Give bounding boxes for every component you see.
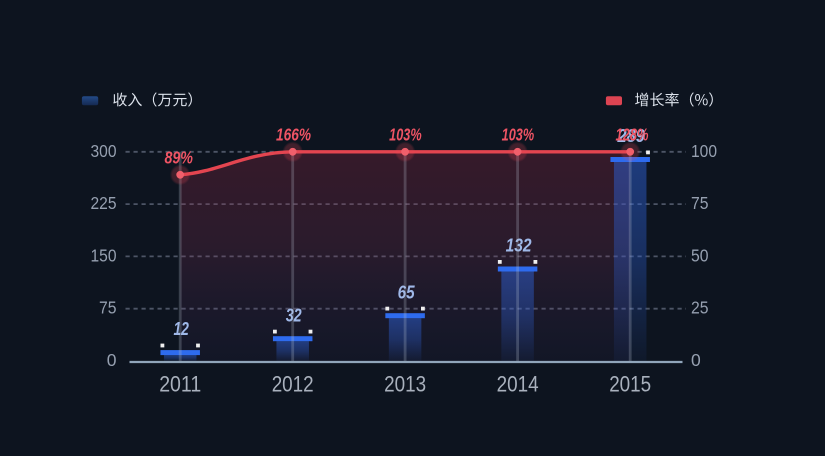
svg-text:25: 25: [691, 298, 709, 318]
svg-text:50: 50: [691, 245, 709, 265]
svg-text:2012: 2012: [272, 371, 314, 396]
svg-text:2011: 2011: [159, 371, 201, 396]
svg-text:32: 32: [286, 305, 302, 325]
svg-text:166%: 166%: [276, 124, 311, 144]
svg-text:150: 150: [91, 245, 117, 265]
svg-text:65: 65: [398, 282, 416, 302]
svg-text:2014: 2014: [497, 371, 539, 396]
svg-text:100: 100: [691, 141, 717, 161]
svg-text:0: 0: [691, 350, 701, 370]
svg-text:132: 132: [506, 236, 532, 256]
svg-text:75: 75: [691, 193, 709, 213]
svg-text:300: 300: [91, 141, 117, 161]
svg-text:0: 0: [107, 350, 117, 370]
svg-text:103%: 103%: [389, 124, 422, 144]
svg-text:289: 289: [617, 126, 645, 146]
svg-text:2015: 2015: [609, 371, 651, 396]
svg-text:89%: 89%: [164, 147, 193, 167]
svg-text:128%: 128%: [616, 124, 649, 144]
svg-text:12: 12: [173, 319, 189, 339]
svg-text:225: 225: [91, 193, 117, 213]
svg-text:2013: 2013: [384, 371, 426, 396]
svg-text:103%: 103%: [502, 124, 535, 144]
svg-text:75: 75: [99, 298, 117, 318]
